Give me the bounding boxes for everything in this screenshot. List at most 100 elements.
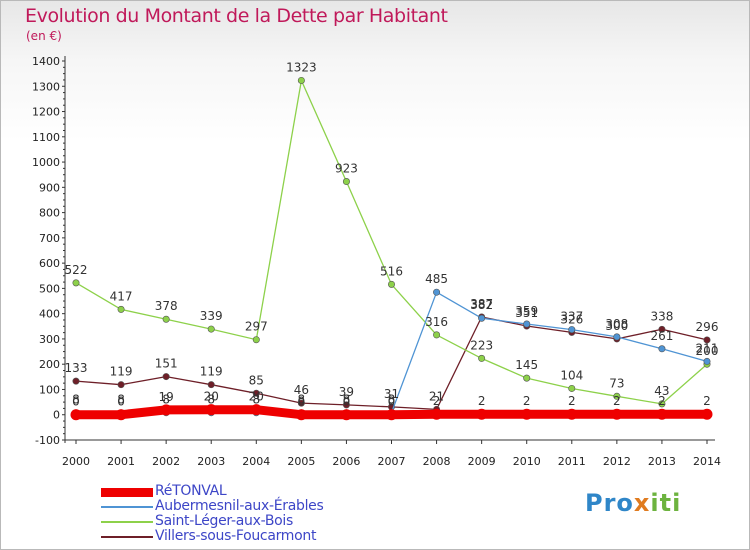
data-label: 8 [388,393,396,407]
data-label: 73 [609,376,624,390]
y-tick-label: 500 [39,282,60,295]
data-point [162,315,170,323]
data-label: 2 [568,394,576,408]
data-point [117,381,125,389]
data-label: 151 [155,357,178,371]
data-point [566,408,578,420]
legend-label: Aubermesnil-aux-Érables [155,498,324,514]
data-point [387,280,395,288]
data-label: 20 [204,390,219,404]
x-tick-label: 2010 [513,455,541,468]
data-label: 8 [252,393,260,407]
data-point [117,305,125,313]
legend-swatch [101,488,153,497]
proxiti-logo: Proxiti [585,489,681,517]
data-label: 19 [159,390,174,404]
data-label: 119 [110,365,133,379]
data-point [433,331,441,339]
data-label: 308 [605,317,628,331]
data-point [386,409,397,421]
data-point [207,381,215,389]
legend-label: Saint-Léger-aux-Bois [155,513,293,529]
y-tick-label: 600 [39,257,60,270]
data-point [478,354,486,362]
data-label: 2 [478,394,486,408]
data-label: 8 [117,393,125,407]
data-point [523,374,531,382]
data-label: 223 [470,338,493,352]
x-tick-label: 2007 [378,455,406,468]
x-tick-label: 2002 [152,455,180,468]
y-tick-label: 900 [39,181,60,194]
data-label: 2 [658,394,666,408]
data-point [568,384,576,392]
data-point [70,409,82,421]
data-point [115,409,127,421]
data-label: 337 [560,310,583,324]
data-point [207,325,215,333]
data-label: 326 [560,312,583,326]
data-label: 387 [470,297,493,311]
data-label: 211 [696,341,719,355]
logo-part-1: Pro [585,489,634,517]
data-point [521,408,533,420]
data-label: 46 [294,383,309,397]
data-label: 43 [654,384,669,398]
data-point [433,288,441,296]
legend-swatch [101,521,153,523]
data-label: 296 [696,320,719,334]
data-label: 0 [298,395,306,409]
data-label: 39 [339,385,354,399]
data-point [297,399,305,407]
logo-part-2: x [633,489,651,517]
data-point [613,333,621,341]
y-tick-label: 1000 [32,156,60,169]
chart-title: Evolution du Montant de la Dette par Hab… [25,5,448,27]
data-point [611,408,623,420]
data-label: 417 [110,289,133,303]
data-point [701,408,713,420]
x-tick-label: 2000 [62,455,90,468]
data-label: 300 [605,319,628,333]
x-tick-label: 2013 [648,455,676,468]
x-tick-label: 2009 [468,455,496,468]
data-point [162,373,170,381]
data-label: 485 [425,272,448,286]
data-point [72,377,80,385]
data-label: 8 [207,393,215,407]
y-tick-label: 100 [39,383,60,396]
legend-label: RéTONVAL [155,483,227,499]
data-label: 522 [65,263,88,277]
x-tick-label: 2011 [558,455,586,468]
data-point [476,408,488,420]
data-point [658,400,666,408]
x-tick-label: 2008 [423,455,451,468]
data-label: 316 [425,315,448,329]
data-label: 339 [200,309,223,323]
chart-unit-label: (en €) [26,29,62,43]
data-label: 923 [335,162,358,176]
data-label: 133 [65,361,88,375]
x-tick-label: 2005 [287,455,315,468]
data-point [703,336,711,344]
data-label: 338 [650,309,673,323]
data-point [295,409,307,421]
data-point [342,178,350,186]
data-label: 2 [433,394,441,408]
data-label: 85 [249,373,264,387]
data-point [250,404,262,416]
x-tick-label: 2004 [242,455,270,468]
y-tick-label: 300 [39,333,60,346]
data-point [160,404,172,416]
series-line-2 [75,79,708,405]
data-point [252,389,260,397]
data-label: 378 [155,299,178,313]
data-label: 261 [650,329,673,343]
data-label: 2 [703,394,711,408]
data-label: 8 [72,393,80,407]
data-label: 8 [298,393,306,407]
y-tick-label: 800 [39,207,60,220]
data-point [252,336,260,344]
